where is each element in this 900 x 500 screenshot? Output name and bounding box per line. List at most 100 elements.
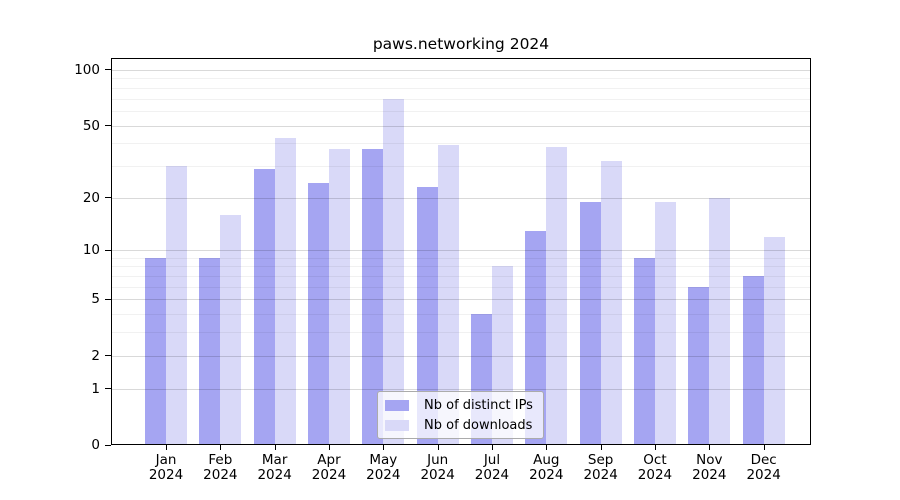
bar-downloads [383,98,405,444]
legend-swatch-distinct-ips [385,399,409,411]
y-tick-label: 2 [91,347,100,364]
y-tick-label: 100 [74,61,100,78]
x-tick-month: Mar [261,452,288,468]
y-axis-tick [105,197,111,199]
gridline-major [112,125,810,127]
gridline-minor [112,98,810,100]
legend-label-distinct-ips: Nb of distinct IPs [424,397,533,413]
x-tick-label: Feb 2024 [188,453,252,483]
bar-distinct-ips [253,168,275,444]
bar-distinct-ips [362,149,384,444]
x-axis-tick [274,445,276,450]
x-tick-label: Oct 2024 [623,453,687,483]
legend: Nb of distinct IPs Nb of downloads [377,391,544,439]
y-tick-label: 20 [82,189,100,206]
x-tick-month: Sep [587,452,614,468]
bar-distinct-ips [307,183,329,444]
gridline-minor [112,257,810,259]
x-tick-label: Jul 2024 [460,453,524,483]
gridline-major [112,250,810,252]
x-axis-tick [166,445,167,450]
bar-downloads [274,137,296,444]
x-tick-label: Aug 2024 [514,453,578,483]
legend-item-distinct-ips: Nb of distinct IPs [385,398,536,413]
gridline-minor [112,332,810,334]
x-axis-tick [654,445,656,450]
y-axis-tick [105,69,111,71]
bar-downloads [763,236,785,444]
x-tick-label: Nov 2024 [677,453,741,483]
y-tick-label: 5 [91,291,100,308]
legend-swatch-downloads [385,419,409,431]
bar-distinct-ips [145,257,166,444]
gridline-major [112,299,810,301]
x-tick-label: Dec 2024 [732,453,796,483]
bar-distinct-ips [579,201,601,444]
legend-label-downloads: Nb of downloads [424,417,533,433]
y-tick-label: 1 [91,380,100,397]
y-axis-tick [105,125,111,126]
x-tick-year: 2024 [692,467,727,483]
x-tick-year: 2024 [637,467,673,483]
x-tick-year: 2024 [311,467,347,483]
bar-downloads [328,149,350,444]
x-tick-year: 2024 [420,467,455,483]
x-tick-year: 2024 [257,467,292,483]
x-axis-tick [709,445,711,450]
bar-downloads [709,197,731,444]
x-axis-tick [600,445,602,450]
bar-distinct-ips [199,257,221,444]
bar-distinct-ips [525,230,547,444]
x-axis-tick [383,445,385,450]
x-tick-year: 2024 [366,467,401,483]
bar-downloads [166,165,187,444]
y-tick-label: 0 [91,437,100,453]
gridline-major [112,197,810,199]
x-tick-label: May 2024 [351,453,415,483]
gridline-minor [112,143,810,145]
x-tick-year: 2024 [746,467,781,483]
gridline-major [112,355,810,357]
gridline-minor [112,266,810,268]
x-axis-tick [437,445,439,450]
gridline-minor [112,110,810,112]
x-axis-tick [220,445,222,450]
x-tick-label: Mar 2024 [243,453,307,483]
bar-distinct-ips [416,186,438,444]
x-tick-year: 2024 [583,467,618,483]
x-axis-tick [546,445,548,450]
bar-downloads [546,147,568,444]
y-tick-label: 50 [82,117,100,134]
y-axis-tick [105,388,111,390]
gridline-minor [112,87,810,89]
y-tick-label: 10 [82,242,100,259]
x-tick-year: 2024 [474,467,510,483]
x-axis-tick [491,445,493,450]
legend-item-downloads: Nb of downloads [385,418,536,433]
x-tick-label: Apr 2024 [297,453,361,483]
x-tick-month: Jul [483,452,501,468]
x-tick-month: Jun [427,452,449,468]
y-axis-tick [105,355,111,357]
bar-distinct-ips [633,257,655,444]
y-axis-tick [105,249,111,251]
plot-area [111,58,811,445]
x-tick-year: 2024 [203,467,238,483]
gridline-minor [112,165,810,167]
x-tick-month: Oct [643,452,667,468]
gridline-major [112,69,810,71]
x-axis-tick [763,445,765,450]
bar-downloads [654,201,676,444]
y-axis-tick [105,444,111,446]
bar-distinct-ips [742,276,764,444]
x-tick-label: Jan 2024 [134,453,198,483]
bar-downloads [600,160,622,444]
x-tick-label: Jun 2024 [406,453,470,483]
x-axis-tick [328,445,330,450]
bar-distinct-ips [688,286,710,444]
gridline-minor [112,314,810,316]
gridline-minor [112,276,810,278]
x-tick-month: Aug [533,452,560,468]
gridline-minor [112,286,810,288]
